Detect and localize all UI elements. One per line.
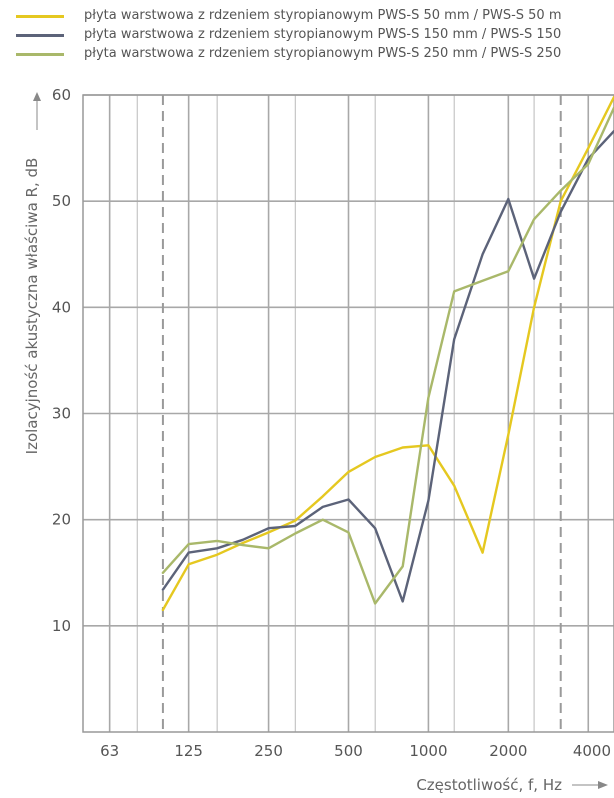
- legend: płyta warstwowa z rdzeniem styropianowym…: [16, 6, 614, 63]
- y-tick-label: 40: [52, 298, 71, 316]
- legend-swatch-pws-s-150: [16, 34, 64, 37]
- y-tick-label: 30: [52, 405, 71, 423]
- series-line-pws-s-250: [161, 106, 614, 605]
- series-line-pws-s-150: [161, 129, 614, 603]
- series-lines: [161, 95, 614, 612]
- y-tick-label: 20: [52, 511, 71, 529]
- y-tick-labels: 10 20 30 40 50 60: [52, 86, 71, 635]
- x-tick-labels: 63 125 250 500 1000 2000 4000: [100, 742, 611, 760]
- legend-swatch-pws-s-250: [16, 53, 64, 56]
- grid: [83, 94, 614, 732]
- y-tick-label: 50: [52, 192, 71, 210]
- x-tick-label: 63: [100, 742, 119, 760]
- x-axis-title: Częstotliwość, f, Hz: [416, 776, 562, 794]
- x-tick-label: 125: [174, 742, 203, 760]
- x-tick-label: 2000: [489, 742, 527, 760]
- x-tick-label: 1000: [409, 742, 447, 760]
- legend-label-pws-s-150: płyta warstwowa z rdzeniem styropianowym…: [84, 27, 562, 42]
- y-tick-label: 10: [52, 617, 71, 635]
- legend-item-pws-s-250: płyta warstwowa z rdzeniem styropianowym…: [16, 44, 614, 63]
- x-tick-label: 4000: [573, 742, 611, 760]
- x-axis-title-group: Częstotliwość, f, Hz: [416, 776, 608, 794]
- y-axis-title: Izolacyjność akustyczna właściwa R, dB: [23, 158, 41, 455]
- legend-swatch-pws-s-50: [16, 15, 64, 18]
- y-axis-title-group: Izolacyjność akustyczna właściwa R, dB: [23, 92, 41, 454]
- legend-label-pws-s-50: płyta warstwowa z rdzeniem styropianowym…: [84, 8, 562, 23]
- y-tick-label: 60: [52, 86, 71, 104]
- x-tick-label: 250: [254, 742, 283, 760]
- x-axis-arrow-icon: [598, 781, 608, 789]
- series-line-pws-s-50: [161, 95, 614, 612]
- y-axis-arrow-icon: [33, 92, 41, 101]
- legend-item-pws-s-50: płyta warstwowa z rdzeniem styropianowym…: [16, 6, 614, 25]
- x-tick-label: 500: [334, 742, 363, 760]
- plot-frame: [82, 94, 614, 733]
- legend-item-pws-s-150: płyta warstwowa z rdzeniem styropianowym…: [16, 25, 614, 44]
- dashed-markers: [161, 95, 562, 732]
- legend-label-pws-s-250: płyta warstwowa z rdzeniem styropianowym…: [84, 46, 562, 61]
